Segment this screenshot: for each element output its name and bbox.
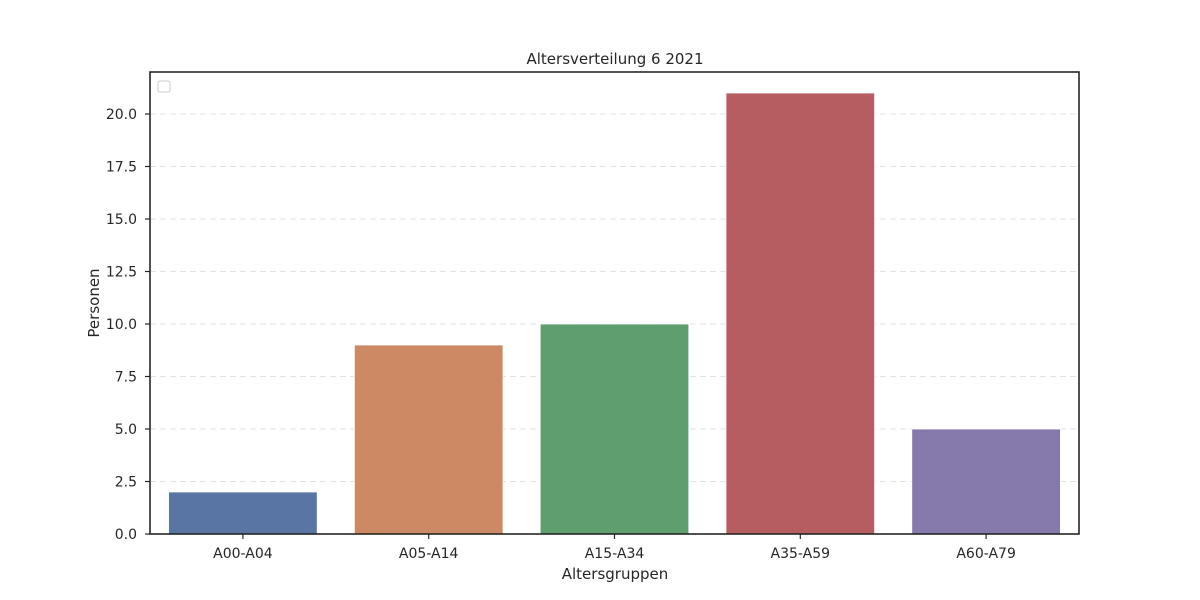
y-axis: 0.0 2.5 5.0 7.5 10.0 12.5 15.0 17.5 20.0 [106,107,150,543]
y-tick-label: 5.0 [115,422,137,438]
y-tick-label: 2.5 [115,475,137,491]
chart-title: Altersverteilung 6 2021 [526,50,703,68]
x-tick-label: A35-A59 [771,546,831,562]
x-tick-label: A00-A04 [213,546,273,562]
x-tick-label: A15-A34 [585,546,645,562]
y-tick-label: 10.0 [106,317,137,333]
x-axis: A00-A04 A05-A14 A15-A34 A35-A59 A60-A79 [213,534,1016,562]
bar-a00-a04 [168,491,318,535]
bar-a60-a79 [911,428,1061,535]
y-tick-label: 20.0 [106,107,137,123]
x-tick-label: A60-A79 [956,546,1016,562]
bar-a05-a14 [353,344,504,535]
y-tick-label: 0.0 [115,527,137,543]
bar-a15-a34 [539,323,690,535]
y-axis-label: Personen [85,268,103,337]
y-tick-label: 15.0 [106,212,137,228]
legend-box [157,80,171,93]
bars-group [168,92,1061,535]
y-tick-label: 17.5 [106,160,137,176]
y-tick-label: 7.5 [115,370,137,386]
x-tick-label: A05-A14 [399,546,459,562]
bar-a35-a59 [725,92,876,535]
x-axis-label: Altersgruppen [562,565,669,583]
y-tick-label: 12.5 [106,265,137,281]
